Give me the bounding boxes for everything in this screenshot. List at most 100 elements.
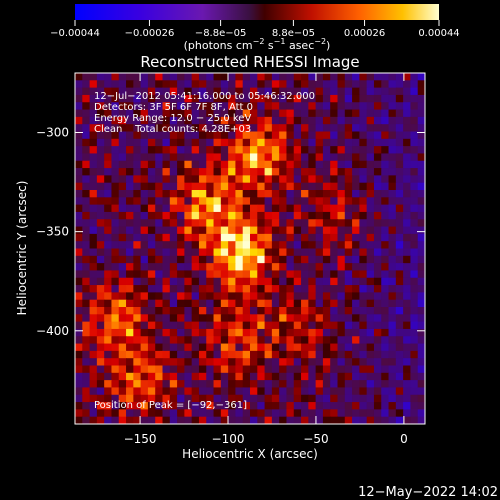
heatmap-cell: [322, 343, 331, 352]
heatmap-cell: [352, 358, 360, 367]
heatmap-cell: [235, 380, 244, 389]
heatmap-cell: [184, 336, 193, 345]
heatmap-cell: [198, 233, 207, 242]
heatmap-cell: [118, 146, 127, 155]
heatmap-cell: [140, 109, 149, 118]
heatmap-cell: [286, 241, 295, 250]
heatmap-cell: [82, 372, 91, 381]
heatmap-cell: [250, 226, 258, 235]
heatmap-cell: [337, 328, 346, 337]
heatmap-cell: [403, 402, 412, 410]
heatmap-cell: [184, 175, 193, 184]
heatmap-cell: [220, 138, 229, 147]
heatmap-cell: [177, 394, 185, 403]
heatmap-cell: [126, 241, 134, 250]
heatmap-cell: [395, 248, 404, 257]
heatmap-cell: [395, 175, 404, 184]
heatmap-cell: [220, 372, 229, 381]
heatmap-cell: [322, 365, 331, 374]
heatmap-cell: [395, 365, 404, 374]
heatmap-cell: [184, 255, 193, 264]
heatmap-cell: [322, 358, 331, 367]
heatmap-cell: [75, 409, 83, 418]
heatmap-cell: [126, 263, 134, 272]
heatmap-cell: [373, 197, 382, 206]
heatmap-cell: [410, 328, 419, 337]
heatmap-cell: [126, 372, 134, 381]
heatmap-cell: [89, 372, 98, 381]
heatmap-cell: [140, 153, 149, 162]
heatmap-cell: [279, 131, 288, 140]
heatmap-cell: [359, 336, 368, 345]
heatmap-cell: [388, 314, 397, 323]
heatmap-cell: [118, 131, 127, 140]
heatmap-cell: [330, 292, 339, 301]
heatmap-cell: [111, 394, 120, 403]
heatmap-cell: [257, 416, 266, 424]
heatmap-cell: [359, 255, 368, 264]
heatmap-cell: [293, 94, 302, 103]
heatmap-cell: [118, 204, 127, 213]
heatmap-cell: [155, 307, 164, 315]
heatmap-cell: [293, 263, 302, 272]
heatmap-cell: [286, 358, 295, 367]
heatmap-cell: [417, 182, 425, 191]
heatmap-cell: [395, 416, 404, 424]
heatmap-cell: [213, 175, 222, 184]
heatmap-cell: [82, 292, 91, 301]
heatmap-cell: [337, 226, 346, 235]
heatmap-cell: [257, 358, 266, 367]
heatmap-cell: [184, 80, 193, 89]
heatmap-cell: [104, 314, 113, 323]
heatmap-cell: [279, 182, 288, 191]
heatmap-cell: [337, 94, 346, 103]
heatmap-cell: [147, 285, 156, 293]
heatmap-cell: [140, 233, 149, 242]
heatmap-cell: [293, 350, 302, 359]
heatmap-cell: [264, 270, 273, 279]
heatmap-cell: [366, 255, 375, 264]
heatmap-cell: [410, 190, 419, 198]
heatmap-cell: [271, 402, 280, 410]
heatmap-cell: [337, 211, 346, 220]
heatmap-cell: [213, 190, 222, 198]
heatmap-cell: [410, 204, 419, 213]
heatmap-cell: [242, 204, 251, 213]
heatmap-cell: [344, 116, 353, 125]
heatmap-cell: [366, 358, 375, 367]
heatmap-cell: [388, 336, 397, 345]
heatmap-cell: [82, 219, 91, 228]
heatmap-cell: [198, 175, 207, 184]
heatmap-cell: [257, 138, 266, 147]
heatmap-cell: [235, 146, 244, 155]
heatmap-cell: [381, 211, 390, 220]
heatmap-cell: [162, 138, 171, 147]
heatmap-cell: [162, 336, 171, 345]
heatmap-cell: [96, 146, 105, 155]
heatmap-cell: [198, 358, 207, 367]
heatmap-cell: [373, 365, 382, 374]
heatmap-cell: [366, 197, 375, 206]
heatmap-cell: [206, 372, 215, 381]
heatmap-cell: [220, 321, 229, 330]
heatmap-cell: [308, 109, 317, 118]
heatmap-cell: [366, 226, 375, 235]
heatmap-cell: [111, 387, 120, 396]
heatmap-cell: [359, 94, 368, 103]
heatmap-cell: [293, 73, 302, 81]
heatmap-cell: [155, 211, 164, 220]
heatmap-cell: [344, 402, 353, 410]
heatmap-cell: [381, 409, 390, 418]
heatmap-cell: [133, 138, 142, 147]
heatmap-cell: [403, 94, 412, 103]
heatmap-cell: [359, 321, 368, 330]
heatmap-cell: [322, 219, 331, 228]
heatmap-cell: [330, 131, 339, 140]
heatmap-cell: [184, 211, 193, 220]
heatmap-cell: [250, 299, 258, 308]
heatmap-cell: [381, 241, 390, 250]
heatmap-cell: [359, 299, 368, 308]
heatmap-cell: [330, 314, 339, 323]
heatmap-cell: [89, 73, 98, 81]
heatmap-cell: [366, 277, 375, 286]
